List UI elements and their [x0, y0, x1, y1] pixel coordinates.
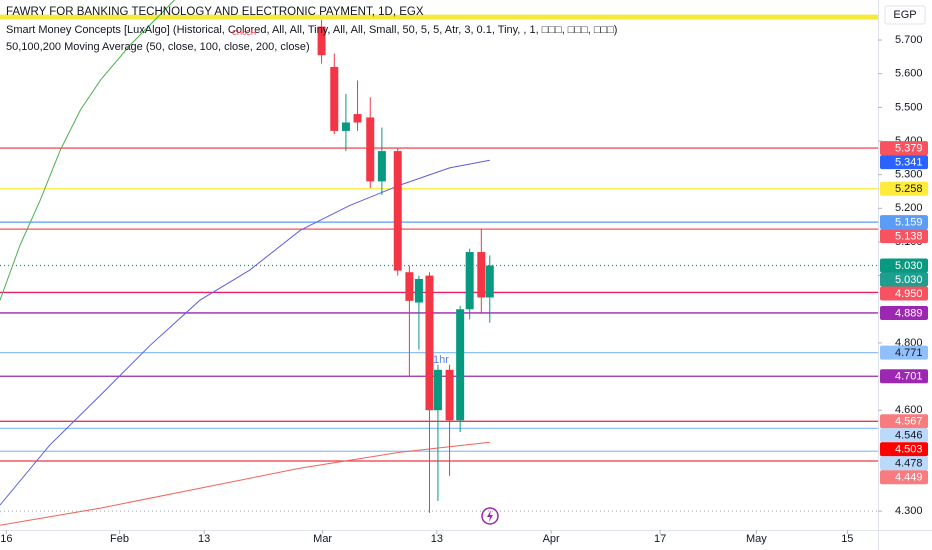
chart-title: FAWRY FOR BANKING TECHNOLOGY AND ELECTRO… — [6, 6, 424, 18]
price-badge — [880, 229, 928, 244]
price-badge — [880, 442, 928, 457]
candle-body — [425, 275, 434, 411]
price-badge-label: 5.379 — [895, 142, 923, 154]
candle-body — [317, 26, 326, 56]
moving-average — [0, 159, 490, 506]
y-tick-label: 5.600 — [895, 68, 923, 80]
y-tick-label: 5.700 — [895, 34, 923, 46]
candle-body — [433, 369, 442, 411]
y-tick-label: 4.300 — [895, 505, 923, 517]
price-badge-label: 4.889 — [895, 307, 923, 319]
x-tick-label: Apr — [543, 533, 560, 545]
price-badge-label: 5.030 — [895, 260, 923, 272]
candle-body — [330, 66, 339, 131]
price-badge-label: 4.771 — [895, 347, 923, 359]
price-badge — [880, 272, 928, 287]
price-badge — [880, 286, 928, 301]
moving-average — [0, 441, 490, 526]
x-tick-label: 15 — [841, 533, 853, 545]
annotation: 1hr — [433, 354, 449, 366]
x-tick-label: 13 — [198, 533, 210, 545]
indicator-legend: Smart Money Concepts [LuxAlgo] (Historic… — [6, 24, 617, 36]
price-badge — [880, 428, 928, 443]
indicator-legend: 50,100,200 Moving Average (50, close, 10… — [6, 41, 310, 53]
price-badge-label: 5.159 — [895, 217, 923, 229]
candle-body — [366, 117, 375, 182]
candle-body — [477, 252, 486, 298]
candle-body — [456, 309, 465, 421]
price-badge-label: 4.701 — [895, 371, 923, 383]
x-tick-label: 17 — [654, 533, 666, 545]
event-icon-bolt — [487, 510, 493, 522]
price-badge-label: 4.546 — [895, 430, 923, 442]
price-badge-label: 5.341 — [895, 156, 923, 168]
x-tick-label: 16 — [0, 533, 12, 545]
y-tick-label: 5.500 — [895, 101, 923, 113]
y-tick-label: 4.600 — [895, 404, 923, 416]
price-badge — [880, 215, 928, 230]
candle-body — [485, 265, 494, 298]
candle-body — [405, 272, 414, 301]
price-badge-label: 5.138 — [895, 231, 923, 243]
event-icon[interactable] — [481, 507, 499, 525]
price-badge — [880, 456, 928, 471]
plot-area — [0, 0, 878, 526]
price-badge — [880, 155, 928, 170]
candle-body — [377, 151, 386, 182]
price-badge — [880, 141, 928, 156]
price-badge-label: 5.258 — [895, 183, 923, 195]
candle-body — [341, 122, 350, 131]
price-badge — [880, 369, 928, 384]
x-tick-label: 13 — [431, 533, 443, 545]
currency-badge[interactable] — [884, 5, 926, 25]
y-tick-label: 5.300 — [895, 169, 923, 181]
price-badge — [880, 258, 928, 273]
price-badge-label: 4.567 — [895, 416, 923, 428]
candle-body — [465, 252, 474, 310]
price-badge — [880, 470, 928, 485]
price-badge-label: 4.503 — [895, 444, 923, 456]
price-badge — [880, 181, 928, 196]
candle-body — [393, 151, 402, 271]
candle-body — [353, 114, 362, 123]
price-badge-label: 5.030 — [895, 274, 923, 286]
price-badge-label: 4.950 — [895, 288, 923, 300]
candle-body — [445, 369, 454, 421]
x-tick-label: Mar — [313, 533, 332, 545]
price-badge-label: 4.478 — [895, 458, 923, 470]
y-tick-label: 5.200 — [895, 202, 923, 214]
x-tick-label: May — [746, 533, 767, 545]
price-badge — [880, 345, 928, 360]
moving-average — [0, 0, 175, 301]
price-badge — [880, 305, 928, 320]
candle-body — [414, 278, 423, 303]
currency-label: EGP — [893, 9, 916, 21]
x-tick-label: Feb — [110, 533, 129, 545]
annotation: CHoCH — [232, 30, 256, 37]
price-badge — [880, 414, 928, 429]
price-badge-label: 4.449 — [895, 472, 923, 484]
